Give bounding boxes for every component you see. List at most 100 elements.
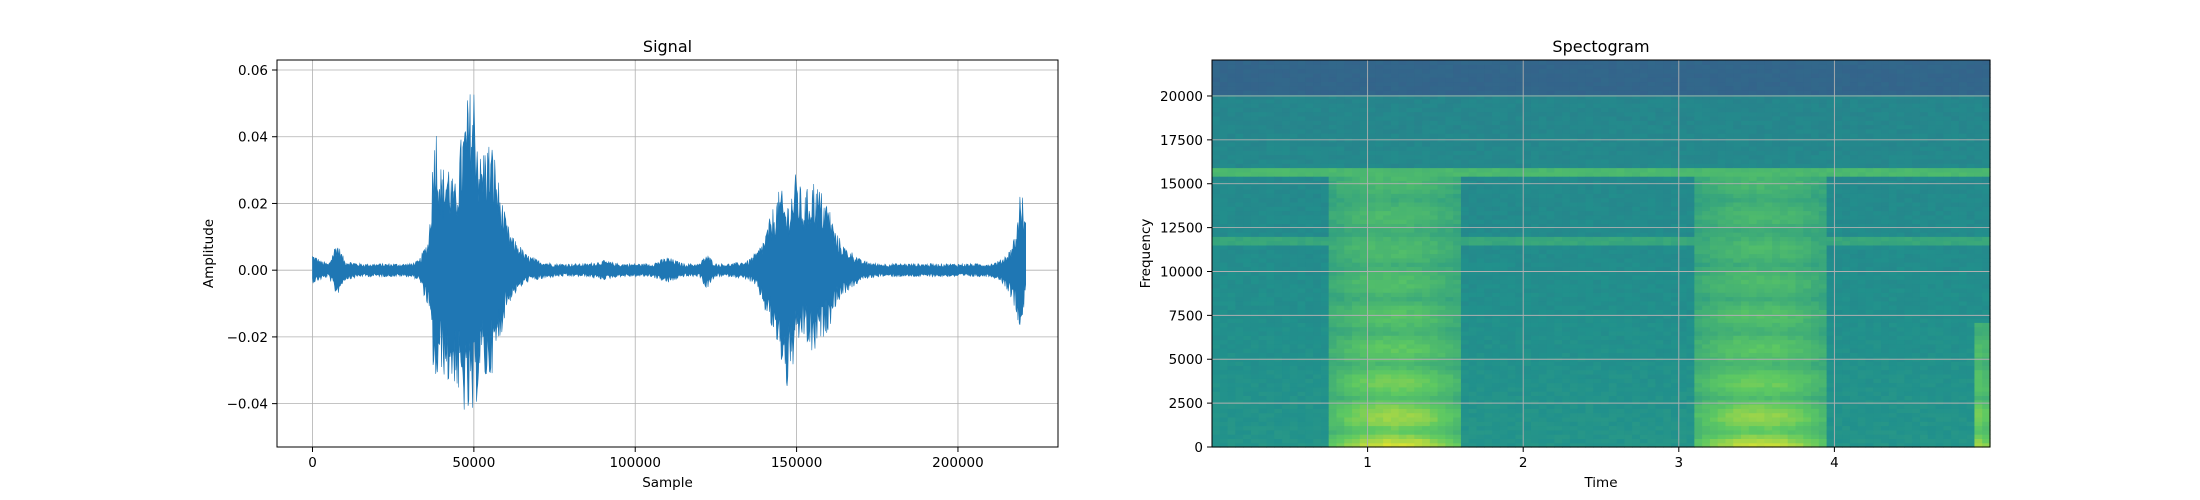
spectrogram-cell: [1212, 68, 1221, 74]
spectrogram-cell: [1499, 309, 1509, 315]
spectrogram-cell: [1616, 309, 1625, 315]
spectrogram-cell: [1289, 103, 1299, 108]
spectrogram-cell: [1530, 111, 1540, 117]
spectrogram-cell: [1546, 425, 1555, 431]
spectrogram-cell: [1585, 318, 1594, 323]
spectrogram-cell: [1608, 305, 1618, 310]
spectrogram-cell: [1406, 399, 1415, 405]
spectrogram-cell: [1375, 395, 1384, 401]
spectrogram-cell: [1538, 227, 1548, 233]
spectrogram-cell: [1383, 201, 1392, 207]
spectrogram-cell: [1274, 244, 1283, 250]
spectrogram-cell: [1585, 279, 1594, 285]
spectrogram-cell: [1282, 318, 1291, 323]
spectrogram-cell: [1250, 322, 1260, 328]
spectrogram-cell: [1352, 283, 1361, 289]
spectrogram-cell: [1406, 219, 1415, 224]
spectrogram-cell: [1212, 438, 1221, 444]
spectrogram-cell: [1554, 184, 1563, 190]
spectrogram-cell: [1585, 103, 1594, 108]
spectrogram-cell: [1593, 240, 1602, 246]
spectrogram-cell: [1383, 279, 1392, 285]
spectrogram-cell: [1507, 94, 1517, 100]
spectrogram-cell: [1515, 253, 1524, 259]
spectrogram-cell: [1523, 412, 1532, 418]
spectrogram-cell: [1460, 150, 1470, 156]
spectrogram-cell: [1523, 201, 1532, 207]
spectrogram-cell: [1429, 412, 1439, 418]
spectrogram-cell: [1593, 193, 1602, 199]
spectrogram-cell: [1320, 107, 1330, 113]
spectrogram-cell: [1344, 90, 1353, 95]
spectrogram-cell: [1320, 193, 1330, 199]
spectrogram-cell: [1375, 180, 1384, 186]
spectrogram-cell: [1585, 412, 1594, 418]
spectrogram-cell: [1616, 425, 1625, 431]
spectrogram-cell: [1484, 399, 1493, 405]
spectrogram-cell: [1336, 176, 1345, 181]
spectrogram-cell: [1320, 120, 1330, 126]
spectrogram-cell: [1227, 326, 1236, 332]
spectrogram-cell: [1282, 352, 1291, 358]
spectrogram-cell: [1507, 378, 1517, 384]
spectrogram-cell: [1398, 262, 1408, 267]
spectrogram-cell: [1359, 421, 1369, 427]
spectrogram-cell: [1453, 348, 1462, 353]
spectrogram-cell: [1422, 369, 1431, 375]
spectrogram-cell: [1538, 232, 1548, 237]
spectrogram-cell: [1429, 115, 1439, 121]
spectrogram-cell: [1632, 201, 1641, 207]
spectrogram-cell: [1390, 124, 1400, 130]
spectrogram-cell: [1585, 180, 1594, 186]
spectrogram-cell: [1562, 382, 1571, 388]
spectrogram-cell: [1445, 408, 1454, 414]
spectrogram-cell: [1398, 386, 1408, 392]
spectrogram-cell: [1523, 404, 1532, 409]
spectrogram-cell: [1328, 163, 1338, 169]
spectrogram-cell: [1492, 193, 1501, 199]
spectrogram-cell: [1367, 133, 1376, 138]
spectrogram-cell: [1258, 249, 1268, 255]
spectrogram-cell: [1624, 176, 1633, 181]
spectrogram-cell: [1328, 305, 1338, 310]
spectrogram-cell: [1437, 373, 1446, 379]
spectrogram-cell: [1320, 227, 1330, 233]
spectrogram-cell: [1320, 391, 1330, 396]
spectrogram-cell: [1313, 352, 1322, 358]
spectrogram-cell: [1305, 167, 1314, 173]
spectrogram-cell: [1344, 309, 1353, 315]
spectrogram-cell: [1562, 442, 1571, 448]
spectrogram-cell: [1219, 60, 1229, 65]
spectrogram-cell: [1507, 146, 1517, 151]
spectrogram-cell: [1274, 425, 1283, 431]
spectrogram-cell: [1437, 421, 1446, 427]
spectrogram-cell: [1593, 339, 1602, 345]
spectrogram-cell: [1243, 189, 1252, 194]
spectrogram-cell: [1219, 128, 1229, 134]
spectrogram-cell: [1390, 206, 1400, 212]
spectrogram-cell: [1359, 176, 1369, 181]
spectrogram-cell: [1383, 275, 1392, 280]
spectrogram-cell: [1484, 107, 1493, 113]
spectrogram-cell: [1624, 223, 1633, 229]
spectrogram-cell: [1344, 361, 1353, 366]
spectrogram-cell: [1359, 107, 1369, 113]
spectrogram-cell: [1530, 85, 1540, 91]
spectrogram-cell: [1227, 318, 1236, 323]
spectrogram-cell: [1212, 399, 1221, 405]
spectrogram-cell: [1398, 416, 1408, 422]
spectrogram-cell: [1297, 343, 1306, 349]
spectrogram-cell: [1282, 287, 1291, 293]
spectrogram-cell: [1422, 111, 1431, 117]
spectrogram-cell: [1320, 412, 1330, 418]
spectrogram-cell: [1538, 197, 1548, 203]
spectrogram-cell: [1460, 72, 1470, 78]
spectrogram-cell: [1554, 201, 1563, 207]
spectrogram-cell: [1274, 416, 1283, 422]
spectrogram-cell: [1577, 386, 1587, 392]
spectrogram-cell: [1274, 189, 1283, 194]
spectrogram-cell: [1460, 421, 1470, 427]
spectrogram-cell: [1367, 81, 1376, 87]
spectrogram-cell: [1414, 60, 1423, 65]
spectrogram-cell: [1429, 154, 1439, 160]
